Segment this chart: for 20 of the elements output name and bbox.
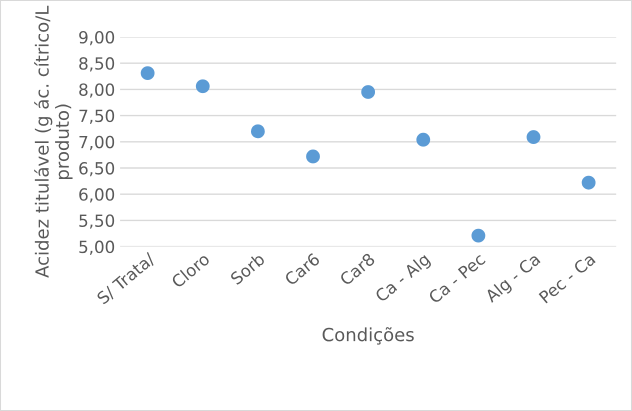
point [140,66,155,80]
point [306,150,320,164]
y-tick-label: 8,50 [79,57,114,72]
y-tick-label: 6,00 [79,188,114,202]
x-axis-title: Condições [322,327,414,345]
y-axis-title: Acidez titulável (g ác. cítrico/L produto) [34,6,73,278]
y-tick-label: 5,50 [79,214,114,229]
point [250,124,265,138]
point [196,79,210,94]
point [526,130,540,144]
y-tick-label: 8,00 [79,83,114,98]
point [471,228,486,242]
y-tick-label: 9,00 [79,30,114,46]
point [361,85,376,99]
y-tick-label: 7,00 [79,136,114,150]
y-tick-label: 5,00 [79,240,114,255]
y-tick-label: 7,50 [79,110,114,124]
point [416,132,430,147]
point [582,176,596,190]
y-tick-label: 6,50 [79,162,114,176]
